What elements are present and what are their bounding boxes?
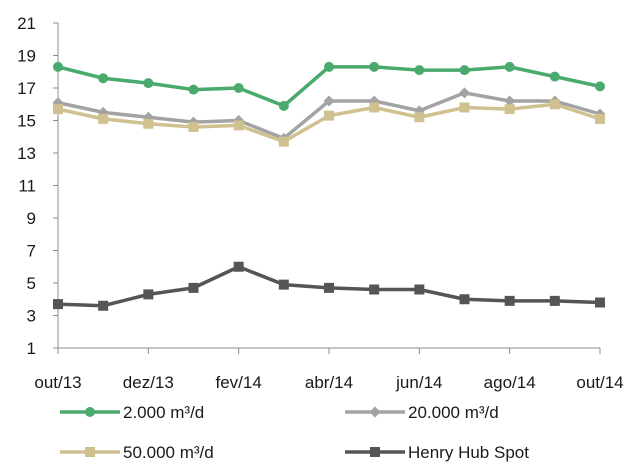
x-axis: out/13 dez/13 fev/14 abr/14 jun/14 ago/14 out/… — [34, 347, 624, 392]
y-tick-label: 11 — [18, 177, 36, 196]
legend-label: 2.000 m³/d — [123, 403, 204, 422]
data-point — [278, 136, 289, 147]
series-layer — [52, 61, 606, 311]
legend-item-50-000-m-d: 50.000 m³/d — [60, 443, 214, 462]
data-point — [414, 112, 425, 123]
data-point — [324, 282, 334, 293]
y-tick-label: 1 — [27, 339, 36, 358]
series-henry-hub-spot — [53, 261, 605, 311]
data-point — [98, 113, 109, 124]
data-point — [459, 65, 470, 76]
y-tick-label: 21 — [17, 14, 36, 33]
data-point — [188, 84, 199, 95]
data-point — [595, 113, 605, 124]
data-point — [143, 118, 154, 129]
legend-label: 50.000 m³/d — [123, 443, 214, 462]
legend-swatch-marker — [370, 447, 380, 457]
data-point — [504, 61, 515, 72]
y-tick-label: 9 — [27, 209, 36, 228]
legend-item-2-000-m-d: 2.000 m³/d — [60, 403, 204, 422]
x-tick-label: out/13 — [34, 373, 81, 392]
data-point — [233, 120, 244, 131]
series-50-000-m-d — [53, 99, 605, 147]
legend-item-20-000-m-d: 20.000 m³/d — [345, 403, 499, 422]
data-point — [369, 284, 380, 295]
data-point — [504, 95, 516, 107]
x-tick-label: jun/14 — [395, 373, 442, 392]
data-point — [414, 284, 425, 295]
data-point — [324, 110, 334, 121]
data-point — [143, 78, 154, 89]
data-point — [278, 279, 289, 290]
y-tick-label: 19 — [17, 47, 36, 66]
y-tick-label: 7 — [27, 242, 36, 261]
x-tick-label: ago/14 — [484, 373, 536, 392]
data-point — [188, 282, 199, 293]
legend-label: Henry Hub Spot — [408, 443, 529, 462]
data-point — [98, 73, 109, 84]
data-point — [504, 104, 515, 115]
y-tick-label: 5 — [27, 274, 36, 293]
data-point — [53, 299, 63, 310]
legend: 2.000 m³/d 20.000 m³/d 50.000 m³/d Henry Hu… — [60, 403, 529, 462]
series-line — [57, 102, 601, 144]
data-point — [233, 83, 244, 93]
data-point — [549, 71, 560, 82]
data-point — [323, 95, 335, 107]
data-point — [98, 300, 109, 311]
data-point — [53, 104, 63, 115]
data-point — [369, 61, 380, 72]
data-point — [595, 81, 605, 92]
data-point — [595, 297, 605, 308]
data-point — [233, 261, 244, 272]
data-point — [459, 294, 470, 305]
legend-swatch-marker — [85, 447, 95, 457]
data-point — [369, 102, 380, 113]
series-2-000-m-d — [53, 61, 605, 111]
legend-item-henry-hub-spot: Henry Hub Spot — [345, 443, 529, 462]
x-tick-label: out/14 — [576, 373, 623, 392]
data-point — [549, 99, 560, 110]
y-tick-label: 3 — [27, 307, 36, 326]
x-tick-label: abr/14 — [305, 373, 353, 392]
data-point — [188, 122, 199, 132]
data-point — [549, 295, 560, 306]
data-point — [53, 61, 63, 72]
data-point — [278, 100, 289, 111]
x-tick-label: dez/13 — [123, 373, 174, 392]
legend-label: 20.000 m³/d — [408, 403, 499, 422]
data-point — [324, 61, 334, 72]
data-point — [459, 87, 470, 99]
data-point — [414, 65, 425, 76]
data-point — [504, 295, 515, 306]
y-tick-label: 15 — [17, 112, 36, 131]
data-point — [143, 289, 154, 300]
data-point — [459, 102, 470, 113]
y-tick-label: 13 — [17, 144, 36, 163]
x-tick-label: fev/14 — [216, 373, 262, 392]
legend-swatch-marker — [85, 407, 95, 417]
y-tick-label: 17 — [17, 79, 36, 98]
legend-swatch-marker — [369, 406, 381, 418]
